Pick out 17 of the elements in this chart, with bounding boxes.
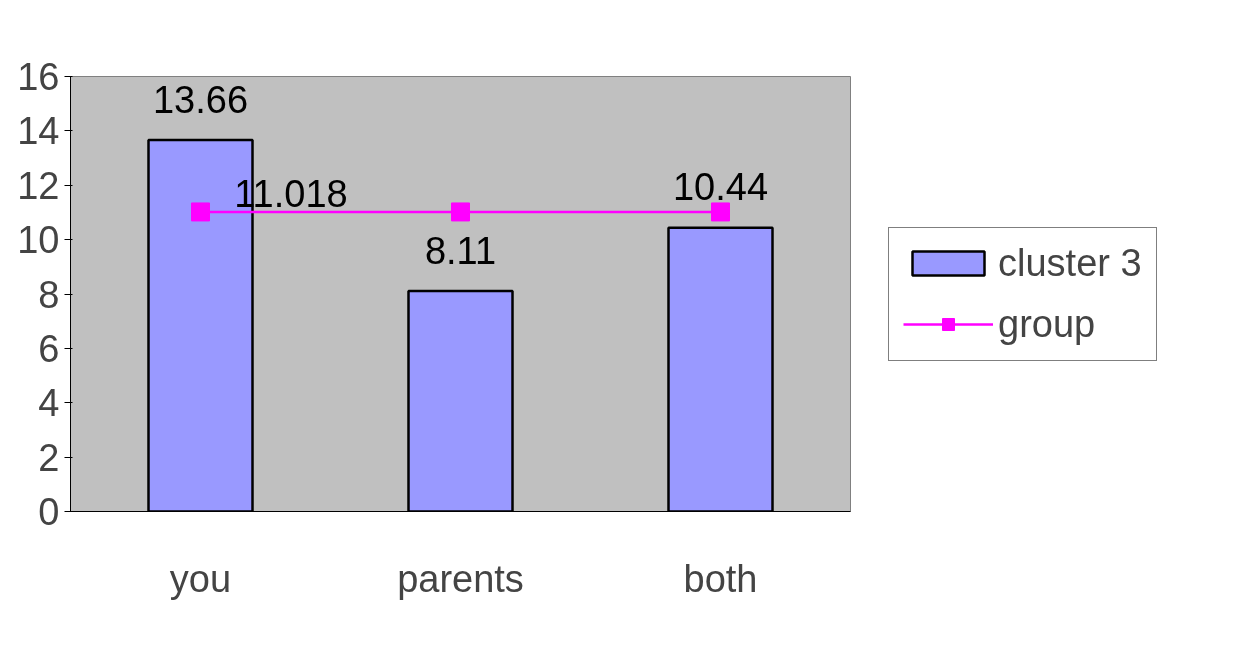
- y-tick-label: 2: [38, 436, 60, 479]
- y-tick-label: 8: [38, 273, 60, 316]
- y-tick-label: 10: [17, 219, 60, 262]
- y-tick-label: 4: [38, 382, 60, 425]
- y-tick-label: 12: [17, 164, 60, 207]
- legend-label: cluster 3: [998, 241, 1142, 285]
- x-tick-label: both: [683, 557, 758, 600]
- x-tick-label: parents: [397, 557, 524, 600]
- data-label: 10.44: [672, 166, 769, 209]
- data-label: 13.66: [152, 78, 249, 121]
- data-label: 8.11: [424, 229, 497, 272]
- legend-label: group: [998, 302, 1096, 346]
- y-tick-label: 6: [38, 327, 60, 370]
- y-tick-label: 0: [38, 491, 60, 533]
- x-tick-label: you: [169, 557, 232, 600]
- y-tick-label: 14: [17, 110, 60, 153]
- y-tick-label: 16: [17, 56, 60, 98]
